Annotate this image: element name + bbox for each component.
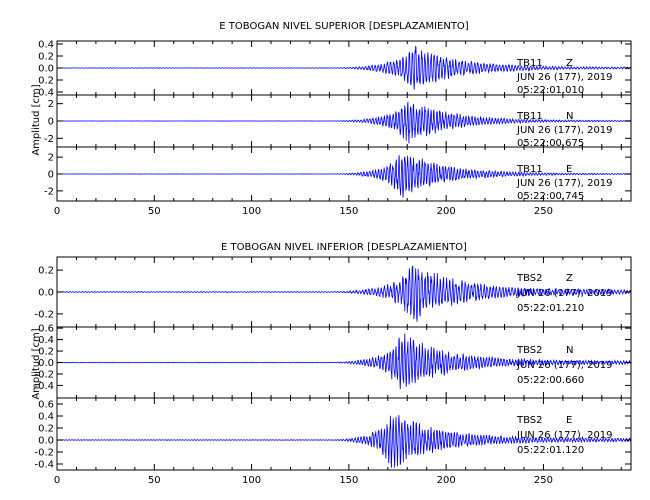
panel-station-label: TB11 [516,58,543,69]
panel-component-label: E [566,164,572,175]
y-tick-label: 0.2 [38,424,54,435]
panel-component-label: Z [566,273,573,284]
y-tick-label: 0 [48,170,54,181]
y-tick-label: 0.4 [38,412,54,423]
x-tick-label: 200 [437,475,456,486]
upper-chart-title: E TOBOGAN NIVEL SUPERIOR [DESPLAZAMIENTO… [219,21,469,32]
y-tick-label: 0.0 [38,288,54,299]
panel-time-label: 05:22:00.660 [517,375,584,386]
y-tick-label: 0.2 [38,266,54,277]
panel-station-label: TBS2 [516,273,543,284]
plot-layer: 0.40.20.00.20.420-220-20 50 100 150 200 2500.… [34,40,632,486]
y-tick-label: 0.0 [38,436,54,447]
panel-date-label: JUN 26 (177), 2019 [516,360,613,371]
y-tick-label: -2 [44,186,54,197]
waveform-trace [56,414,632,468]
y-tick-label: 0.4 [38,40,54,51]
panel-component-label: Z [566,58,573,69]
y-tick-label: 0.2 [38,76,54,87]
x-tick-label: 100 [242,475,261,486]
waveform-trace [56,333,631,390]
x-tick-label: 50 [148,475,161,486]
panel-component-label: N [566,111,573,122]
panel-station-label: TB11 [516,111,543,122]
panel-station-label: TBS2 [516,415,543,426]
y-tick-label: 0.4 [38,335,54,346]
y-tick-label: 0.0 [38,358,54,369]
panel-component-label: N [566,345,573,356]
panel-date-label: JUN 26 (177), 2019 [516,72,613,83]
y-tick-label: 0.0 [38,64,54,75]
x-tick-label: 250 [534,475,553,486]
waveform-trace [56,265,631,322]
y-tick-label: 0 [48,117,54,128]
y-tick-label: -2 [44,134,54,145]
panel-time-label: 05:22:01.210 [517,303,584,314]
y-tick-label: 2 [48,153,54,164]
y-tick-label: 2 [48,99,54,110]
x-tick-label: 0 [54,475,60,486]
y-tick-label: 0.6 [38,400,54,411]
panel-frame [56,397,632,471]
y-tick-label: -0.4 [34,381,54,392]
waveform-trace [56,46,631,90]
panel-date-label: JUN 26 (177), 2019 [516,178,613,189]
y-tick-label: 0.2 [38,347,54,358]
panel-component-label: E [566,415,572,426]
lower-y-axis-label: Amplitud [cm] [31,328,42,399]
lower-chart-title: E TOBOGAN NIVEL INFERIOR [DESPLAZAMIENTO… [221,242,467,253]
y-tick-label: -0.2 [34,369,54,380]
panel-date-label: JUN 26 (177), 2019 [516,430,613,441]
x-tick-label: 50 [148,206,161,217]
x-tick-label: 0 [54,206,60,217]
x-tick-label: 100 [242,206,261,217]
x-tick-label: 200 [437,206,456,217]
x-tick-label: 150 [339,206,358,217]
panel-date-label: JUN 26 (177), 2019 [516,125,613,136]
y-tick-label: -0.2 [34,448,54,459]
panel-station-label: TB11 [516,164,543,175]
waveform-trace [56,101,631,144]
y-tick-label: 0.6 [38,324,54,335]
panel-time-label: 05:22:00.675 [517,138,584,149]
panel-time-label: 05:22:00.745 [517,191,584,202]
y-tick-label: -0.4 [34,460,54,471]
y-tick-label: -0.2 [34,309,54,320]
waveform-trace [56,155,631,198]
x-tick-label: 150 [339,475,358,486]
upper-y-axis-label: Amplitud [cm] [31,84,42,155]
y-tick-label: 0.4 [38,88,54,99]
panel-station-label: TBS2 [516,345,543,356]
x-tick-label: 250 [534,206,553,217]
panel-time-label: 05:22:01.120 [517,445,584,456]
panel-time-label: 05:22:01.010 [517,85,584,96]
y-tick-label: 0.2 [38,52,54,63]
